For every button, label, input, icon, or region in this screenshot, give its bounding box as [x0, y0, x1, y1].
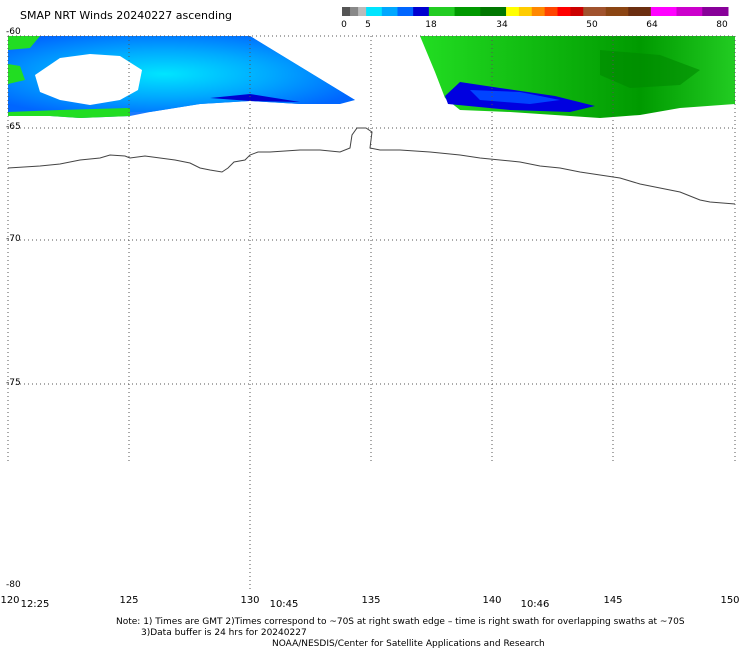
scale-label-64: 64 [646, 20, 658, 30]
scale-swatch-3-5 [570, 7, 584, 16]
pass-time-2: 10:45 [269, 599, 299, 610]
scale-swatch-4-0 [583, 7, 607, 16]
lat-lon-grid [7, 35, 736, 590]
lat-label-60: -60 [6, 27, 21, 37]
scale-label-18: 18 [425, 20, 437, 30]
scale-label-80: 80 [716, 20, 728, 30]
scale-swatch-3-3 [544, 7, 559, 16]
pass-time-1: 12:25 [20, 599, 50, 610]
scale-swatch-1-2 [397, 7, 414, 16]
wind-swath-left [8, 36, 355, 118]
scale-swatch-2-1 [454, 7, 481, 16]
lon-label-130: 130 [240, 595, 260, 606]
scale-swatch-1-0 [366, 7, 383, 16]
lon-label-145: 145 [603, 595, 623, 606]
wind-speed-color-scale [342, 7, 729, 16]
scale-swatch-2-0 [428, 7, 456, 16]
note-line-2: 3)Data buffer is 24 hrs for 20240227 [141, 628, 307, 638]
scale-swatch-1-3 [413, 7, 430, 16]
scale-swatch-1-1 [381, 7, 398, 16]
scale-swatch-3-4 [557, 7, 571, 16]
scale-swatch-0-1 [350, 7, 359, 16]
lon-label-150: 150 [720, 595, 740, 606]
scale-label-5: 5 [365, 20, 371, 30]
scale-label-0: 0 [341, 20, 347, 30]
scale-swatch-2-2 [480, 7, 507, 16]
note-line-1: Note: 1) Times are GMT 2)Times correspon… [116, 617, 685, 627]
lat-label-65: -65 [6, 122, 21, 132]
scale-swatch-0-2 [358, 7, 367, 16]
lon-label-125: 125 [119, 595, 139, 606]
lon-label-120: 120 [0, 595, 20, 606]
scale-swatch-5-0 [650, 7, 678, 16]
lon-label-140: 140 [482, 595, 502, 606]
scale-label-34: 34 [496, 20, 508, 30]
note-line-3: NOAA/NESDIS/Center for Satellite Applica… [272, 639, 545, 649]
scale-swatch-3-1 [518, 7, 533, 16]
antarctic-coastline [7, 127, 736, 205]
map-title: SMAP NRT Winds 20240227 ascending [20, 9, 233, 22]
lon-label-135: 135 [361, 595, 381, 606]
scale-swatch-4-1 [605, 7, 629, 16]
no-data-gap [35, 54, 142, 105]
scale-swatch-5-2 [702, 7, 729, 16]
pass-time-3: 10:46 [520, 599, 550, 610]
lat-label-75: -75 [6, 378, 21, 388]
scale-swatch-4-2 [628, 7, 652, 16]
scale-swatch-5-1 [676, 7, 703, 16]
wind-swath-right [420, 36, 735, 118]
scale-swatch-0-0 [342, 7, 351, 16]
scale-swatch-3-0 [506, 7, 520, 16]
scale-label-50: 50 [586, 20, 598, 30]
lat-label-80: -80 [6, 580, 21, 590]
lat-label-70: -70 [6, 234, 21, 244]
scale-swatch-3-2 [531, 7, 546, 16]
